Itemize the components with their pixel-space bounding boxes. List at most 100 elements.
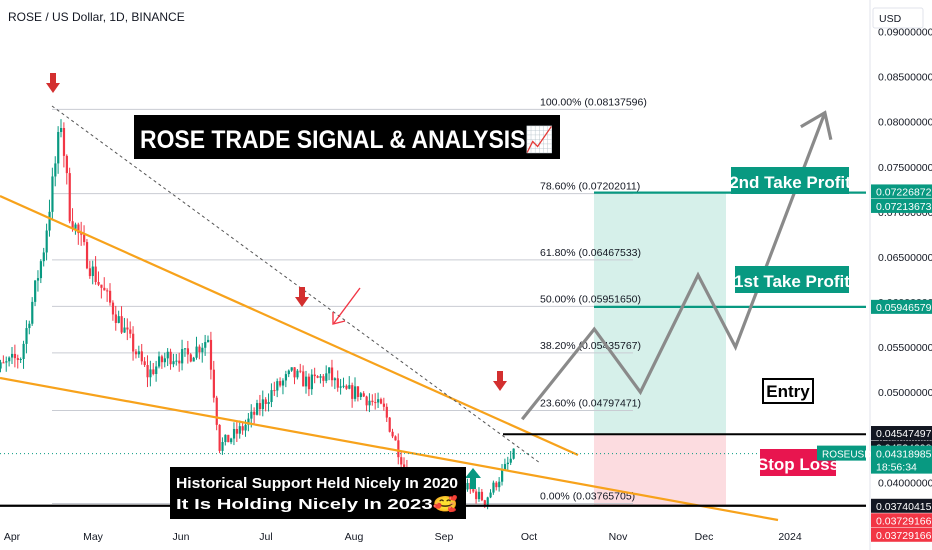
lower-wedge-line — [0, 376, 779, 522]
candle-down — [307, 376, 311, 390]
symbol-tag — [817, 445, 866, 461]
candle-down — [100, 284, 103, 288]
candle-down — [483, 500, 486, 505]
candle-up — [230, 438, 233, 443]
candle-down — [88, 268, 92, 277]
candle-down — [362, 393, 365, 397]
candle-down — [495, 482, 498, 488]
price-tag-label: 0.03729166 — [876, 515, 932, 527]
candle-down — [103, 287, 106, 291]
fib-level-label: 50.00% (0.05951650) — [540, 293, 641, 305]
candle-down — [212, 369, 215, 398]
candle-up — [60, 128, 63, 132]
candle-down — [345, 385, 348, 389]
candle-down — [351, 385, 354, 399]
x-tick-label: Oct — [521, 531, 537, 543]
candle-down — [235, 428, 239, 434]
candle-up — [54, 163, 57, 177]
candle-up — [123, 327, 126, 333]
candle-down — [146, 365, 149, 378]
x-tick-label: May — [83, 531, 104, 543]
candle-up — [39, 261, 43, 279]
x-tick-label: Sep — [435, 531, 454, 543]
sell-arrow-icon — [50, 73, 56, 84]
candle-down — [264, 399, 267, 404]
symbol-tag-label: ROSEUSD — [822, 450, 871, 461]
sell-arrow-icon — [299, 287, 305, 298]
candle-down — [62, 128, 66, 156]
currency-box — [872, 7, 924, 29]
candle-down — [152, 369, 155, 375]
candle-down — [227, 434, 230, 443]
candle-up — [328, 367, 331, 374]
candle-down — [382, 403, 386, 407]
y-tick-label: 0.05500000 — [878, 342, 932, 354]
candle-down — [472, 489, 475, 492]
candle-down — [394, 436, 397, 441]
take-profit-2-label: 2nd Take Profit — [729, 173, 851, 192]
candle-down — [475, 491, 478, 500]
current-price-label: 0.04318985 — [876, 449, 932, 461]
candle-up — [232, 428, 236, 439]
candle-up — [290, 367, 293, 371]
price-tag — [871, 513, 932, 528]
candle-up — [339, 386, 342, 388]
candle-up — [25, 328, 28, 344]
candle-down — [134, 351, 138, 355]
candle-down — [365, 396, 368, 406]
candle-up — [172, 361, 175, 365]
pointer-arrow-icon — [332, 312, 346, 325]
candle-up — [342, 385, 345, 387]
candle-down — [316, 376, 319, 378]
candle-up — [74, 224, 77, 229]
fib-level-label: 23.60% (0.04797471) — [540, 397, 641, 409]
entry-label-box — [762, 378, 814, 404]
candle-down — [215, 397, 218, 425]
candle-down — [279, 381, 282, 386]
candle-down — [16, 358, 19, 360]
candle-up — [267, 402, 270, 404]
candle-up — [36, 278, 40, 281]
candle-down — [111, 302, 115, 315]
candle-down — [322, 376, 325, 381]
candle-up — [281, 380, 285, 386]
price-tag — [871, 198, 932, 213]
candle-up — [509, 458, 512, 463]
candle-up — [149, 369, 152, 378]
candle-up — [31, 301, 34, 324]
candle-down — [68, 173, 71, 222]
candle-down — [94, 266, 97, 282]
candle-up — [261, 399, 264, 410]
candle-up — [354, 386, 357, 399]
candle-up — [244, 424, 247, 431]
candle-down — [178, 360, 181, 364]
candle-down — [336, 378, 339, 388]
price-tag — [871, 426, 932, 441]
candle-up — [137, 351, 141, 355]
candle-up — [42, 252, 45, 262]
candle-down — [189, 354, 192, 362]
fib-level-label: 78.60% (0.07202011) — [540, 181, 640, 193]
price-tag-label: 0.03740415 — [876, 501, 932, 513]
candle-up — [359, 393, 362, 397]
x-tick-label: Nov — [609, 531, 628, 543]
support-note-line: It Is Holding Nicely In 2023🥰 — [176, 494, 458, 513]
candle-up — [45, 230, 48, 253]
candle-down — [397, 440, 400, 458]
currency-label: USD — [879, 13, 902, 25]
y-tick-label: 0.06500000 — [878, 252, 932, 264]
candle-up — [51, 176, 54, 212]
candle-down — [2, 362, 5, 364]
candle-up — [377, 399, 380, 403]
y-tick-label: 0.05000000 — [878, 387, 932, 399]
price-tag — [871, 184, 932, 199]
price-tag-label: 0.07226872 — [876, 186, 932, 198]
take-profit-1-label: 1st Take Profit — [734, 272, 850, 291]
candles — [0, 119, 515, 510]
fib-level-label: 61.80% (0.06467533) — [540, 247, 641, 259]
candle-down — [132, 333, 135, 352]
x-tick-label: Jun — [173, 531, 190, 543]
candle-down — [258, 403, 262, 410]
candle-down — [400, 457, 403, 465]
